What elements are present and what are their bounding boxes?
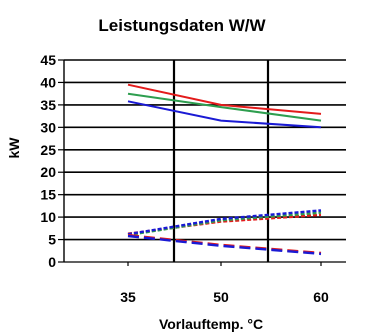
y-tick-label: 5 (48, 232, 56, 248)
y-tick-label: 20 (40, 164, 56, 180)
y-tick-label: 25 (40, 142, 56, 158)
x-axis-label: Vorlauftemp. °C (159, 316, 263, 332)
grid (58, 59, 346, 266)
series-line (127, 100, 322, 129)
series-line (127, 83, 322, 115)
x-tick-label: 60 (313, 289, 329, 305)
y-tick-label: 40 (40, 74, 56, 90)
y-axis-label: kW (6, 137, 22, 159)
series-line (127, 234, 322, 256)
series-line (127, 211, 322, 237)
chart-title: Leistungsdaten W/W (98, 16, 266, 35)
series-lines (127, 83, 322, 256)
y-tick-label: 30 (40, 119, 56, 135)
y-tick-label: 0 (48, 254, 56, 270)
y-tick-label: 15 (40, 187, 56, 203)
series-line (127, 92, 322, 122)
y-tick-label: 45 (40, 52, 56, 68)
tick-labels: 0 5 10 15 20 25 30 35 40 45 35 50 60 (40, 52, 329, 305)
x-tick-label: 50 (213, 289, 229, 305)
x-tick-label: 35 (120, 289, 136, 305)
series-line (127, 209, 322, 236)
y-tick-label: 10 (40, 209, 56, 225)
series-line (127, 233, 322, 255)
y-tick-label: 35 (40, 97, 56, 113)
